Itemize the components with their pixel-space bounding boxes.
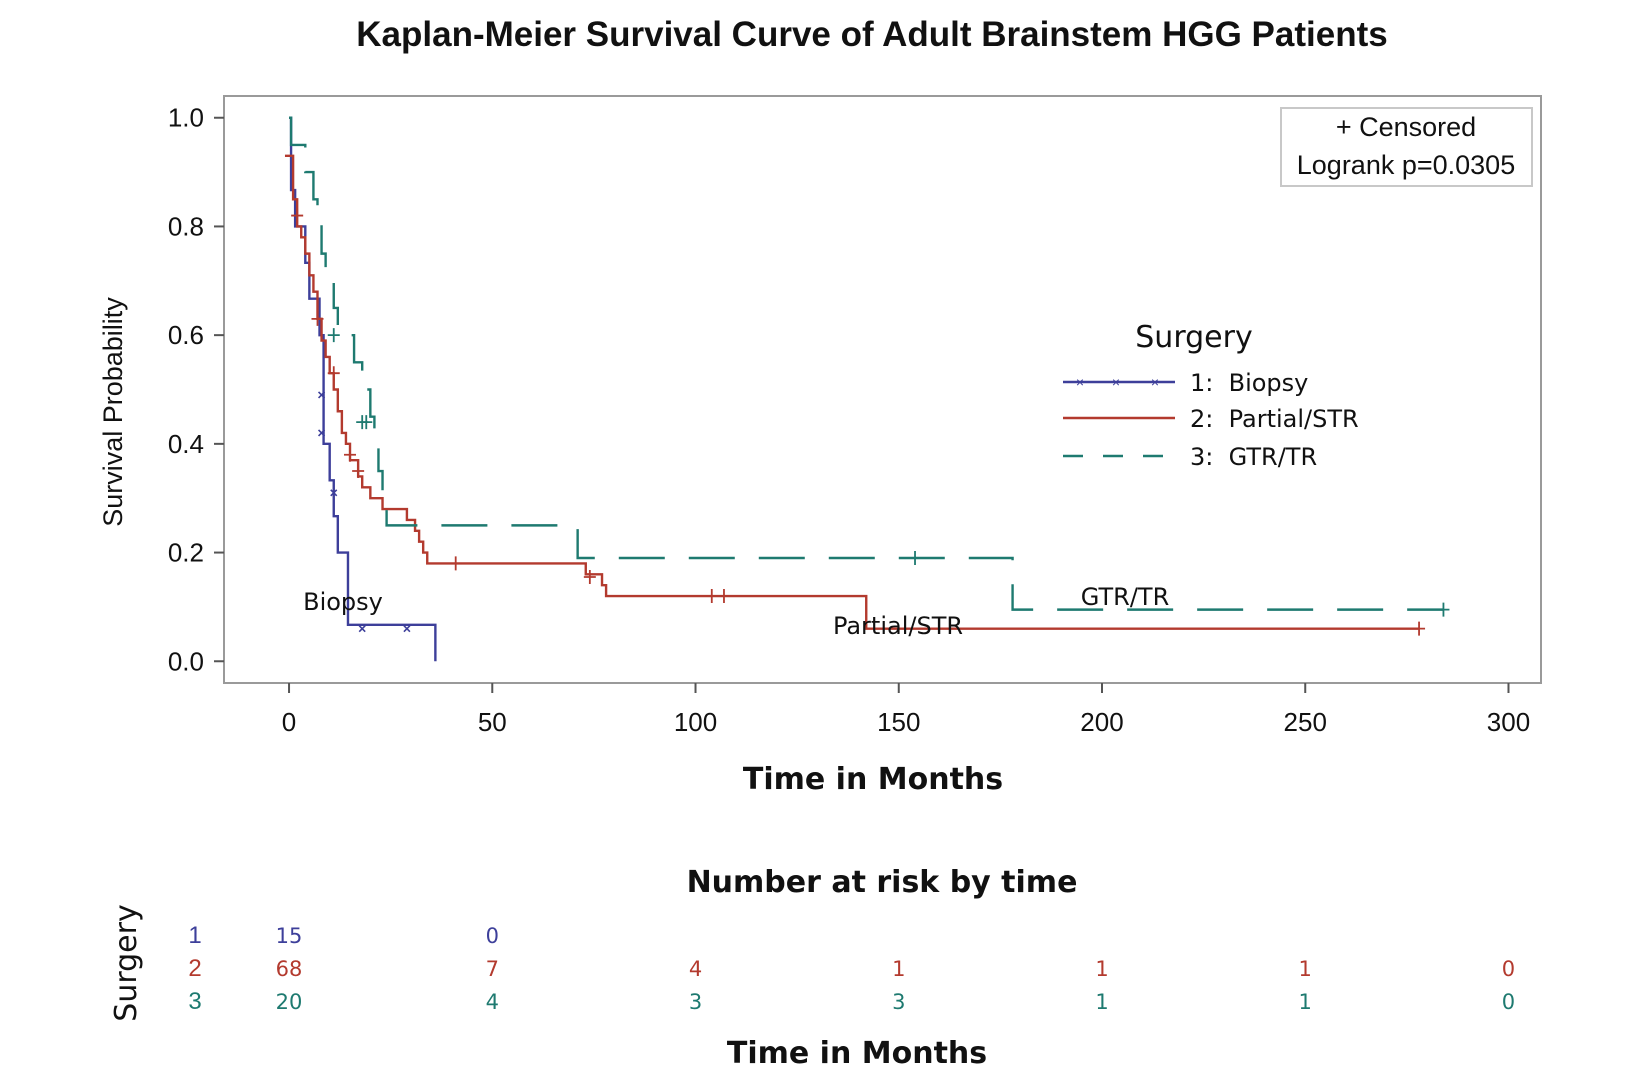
censor-mark-2-7 xyxy=(705,589,718,604)
curve-label-biopsy: Biopsy xyxy=(303,588,383,616)
risk-table-x-title: Time in Months xyxy=(727,1036,987,1071)
x-tick-label-1: 50 xyxy=(478,707,507,737)
risk-group-3: 3 xyxy=(188,988,201,1015)
info-box: + Censored Logrank p=0.0305 xyxy=(1280,107,1533,187)
risk-count-3-2: 3 xyxy=(689,990,702,1014)
censor-mark-3-2 xyxy=(360,415,373,430)
legend-marker-biopsy-3: × xyxy=(1151,374,1159,390)
censor-mark-1-2 xyxy=(330,489,338,497)
legend-label-gtr: 3: GTR/TR xyxy=(1190,443,1317,471)
censor-mark-2-6 xyxy=(583,570,596,585)
x-tick-label-4: 200 xyxy=(1080,707,1123,737)
curve-label-partial: Partial/STR xyxy=(833,612,963,640)
censor-mark-3-3 xyxy=(909,550,922,565)
series-line-2 xyxy=(284,154,1420,630)
legend-marker-biopsy-2: × xyxy=(1112,374,1120,390)
risk-group-1: 1 xyxy=(188,922,201,949)
legend-title: Surgery xyxy=(1135,320,1252,355)
risk-count-3-1: 4 xyxy=(486,990,499,1014)
risk-count-3-0: 20 xyxy=(276,990,303,1014)
censor-mark-2-2 xyxy=(327,366,340,381)
censor-mark-3-4 xyxy=(1437,602,1450,617)
x-tick-label-5: 250 xyxy=(1284,707,1327,737)
x-tick-label-6: 300 xyxy=(1487,707,1530,737)
censor-mark-1-1 xyxy=(317,429,326,437)
series-line-3 xyxy=(289,116,1444,611)
risk-count-2-0: 68 xyxy=(276,957,303,981)
legend-item-gtr: 3: GTR/TR xyxy=(1063,443,1317,471)
risk-count-2-2: 4 xyxy=(689,957,702,981)
series-layer xyxy=(284,116,1450,662)
series-line-1 xyxy=(289,116,437,662)
y-tick-label-2: 0.4 xyxy=(168,429,204,459)
x-tick-label-3: 150 xyxy=(877,707,920,737)
x-axis-title: Time in Months xyxy=(743,762,1003,797)
risk-count-2-1: 7 xyxy=(486,957,499,981)
censor-mark-2-8 xyxy=(717,589,730,604)
censor-mark-1-4 xyxy=(403,625,411,633)
censor-mark-2-3 xyxy=(344,447,357,462)
censor-mark-2-1 xyxy=(311,311,324,326)
risk-count-2-5: 1 xyxy=(1299,957,1312,981)
y-axis: 0.0 0.2 0.4 0.6 0.8 1.0 xyxy=(168,103,224,676)
legend-item-partial: 2: Partial/STR xyxy=(1063,405,1359,433)
legend: Surgery × × × 1: Biopsy 2: Partial/STR 3… xyxy=(1063,320,1359,471)
x-tick-label-2: 100 xyxy=(674,707,717,737)
censor-mark-3-0 xyxy=(327,328,340,343)
y-tick-label-3: 0.6 xyxy=(168,320,204,350)
legend-marker-biopsy: × xyxy=(1076,374,1084,390)
censor-mark-2-4 xyxy=(352,464,365,479)
risk-table-row-label: Surgery xyxy=(109,904,144,1021)
censor-mark-2-0 xyxy=(291,208,304,223)
risk-count-3-4: 1 xyxy=(1095,990,1108,1014)
risk-count-3-6: 0 xyxy=(1502,990,1515,1014)
risk-count-3-5: 1 xyxy=(1299,990,1312,1014)
chart-title: Kaplan-Meier Survival Curve of Adult Bra… xyxy=(356,15,1387,54)
risk-count-1-0: 15 xyxy=(276,924,303,948)
risk-count-2-3: 1 xyxy=(892,957,905,981)
y-axis-title: Survival Probability xyxy=(98,297,128,527)
y-tick-label-1: 0.2 xyxy=(168,538,204,568)
y-tick-label-5: 1.0 xyxy=(168,103,204,133)
censored-note: + Censored xyxy=(1336,112,1476,142)
plot-frame xyxy=(223,95,1542,684)
censor-mark-2-9 xyxy=(1413,621,1426,636)
censor-mark-1-3 xyxy=(358,625,366,633)
risk-table-title: Number at risk by time xyxy=(687,865,1078,900)
legend-item-biopsy: × × × 1: Biopsy xyxy=(1063,369,1308,397)
risk-count-2-6: 0 xyxy=(1502,957,1515,981)
x-tick-label-0: 0 xyxy=(282,707,296,737)
y-tick-label-0: 0.0 xyxy=(168,646,204,676)
risk-count-3-3: 3 xyxy=(892,990,905,1014)
info-box-frame xyxy=(1280,107,1533,187)
curve-label-gtr: GTR/TR xyxy=(1081,583,1170,611)
x-axis: 0 50 100 150 200 250 300 xyxy=(282,683,1530,737)
legend-label-biopsy: 1: Biopsy xyxy=(1190,369,1308,397)
censor-mark-2-5 xyxy=(449,556,462,571)
risk-group-2: 2 xyxy=(188,955,201,982)
risk-count-2-4: 1 xyxy=(1095,957,1108,981)
risk-count-1-1: 0 xyxy=(486,924,499,948)
logrank-note: Logrank p=0.0305 xyxy=(1297,150,1515,180)
risk-table: 1 15 0 2 68 7 4 1 1 1 0 3 20 4 3 3 1 1 0 xyxy=(188,922,1515,1015)
y-tick-label-4: 0.8 xyxy=(168,211,204,241)
legend-label-partial: 2: Partial/STR xyxy=(1190,405,1359,433)
censor-mark-1-0 xyxy=(317,391,326,399)
